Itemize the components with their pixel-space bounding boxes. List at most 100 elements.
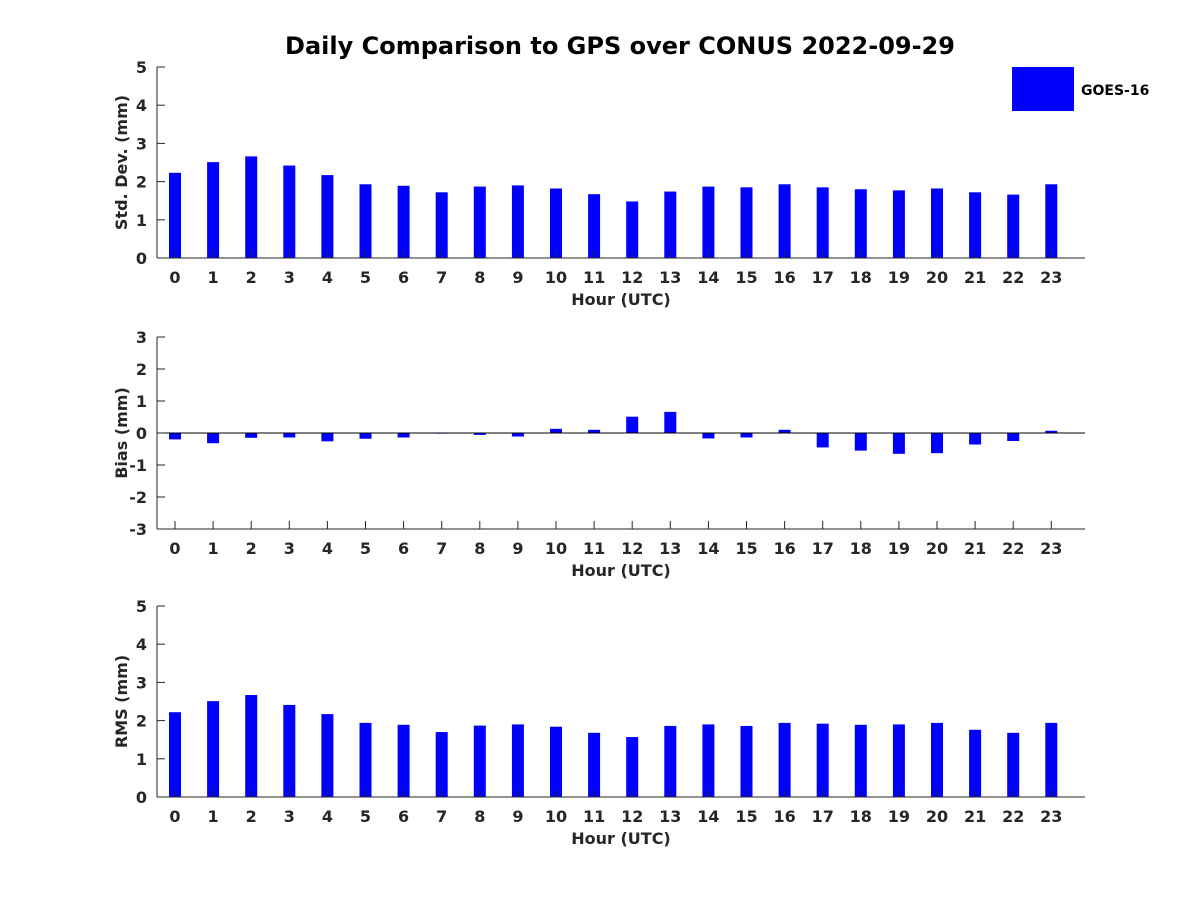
- x-tick-label: 13: [659, 268, 681, 287]
- bar: [626, 416, 639, 433]
- bar: [245, 695, 258, 797]
- y-tick-label: 1: [136, 211, 147, 230]
- bar: [359, 722, 372, 797]
- x-tick-label: 2: [246, 539, 257, 558]
- x-tick-label: 2: [246, 268, 257, 287]
- bar: [207, 433, 220, 444]
- bar: [169, 433, 181, 440]
- x-tick-label: 14: [697, 807, 719, 826]
- x-tick-label: 0: [169, 268, 180, 287]
- bar: [1045, 184, 1058, 258]
- x-tick-label: 13: [659, 539, 681, 558]
- y-tick-label: -1: [129, 456, 147, 475]
- bar: [588, 429, 601, 433]
- bar: [664, 191, 677, 258]
- bar: [511, 185, 524, 258]
- x-tick-label: 4: [322, 268, 333, 287]
- x-tick-label: 10: [545, 807, 567, 826]
- bar: [359, 433, 372, 439]
- x-tick-label: 16: [773, 268, 795, 287]
- bar: [854, 724, 867, 797]
- x-tick-label: 4: [322, 539, 333, 558]
- x-tick-label: 19: [888, 807, 910, 826]
- bar: [588, 194, 601, 258]
- x-tick-label: 10: [545, 539, 567, 558]
- x-tick-label: 12: [621, 807, 643, 826]
- bar: [245, 433, 258, 438]
- x-tick-label: 14: [697, 539, 719, 558]
- figure-title: Daily Comparison to GPS over CONUS 2022-…: [285, 32, 955, 60]
- y-tick-label: 2: [136, 712, 147, 731]
- bar: [1007, 194, 1020, 258]
- bar: [740, 725, 753, 797]
- bar: [969, 192, 982, 258]
- bar: [169, 712, 181, 797]
- x-tick-label: 16: [773, 539, 795, 558]
- bar: [207, 701, 220, 797]
- bar: [321, 175, 334, 258]
- x-tick-label: 3: [284, 539, 295, 558]
- bar: [892, 190, 905, 258]
- bar: [550, 428, 562, 433]
- bar: [473, 433, 486, 435]
- bar: [664, 725, 677, 797]
- x-tick-label: 5: [360, 807, 371, 826]
- bar: [359, 184, 372, 258]
- x-tick-label: 11: [583, 807, 605, 826]
- x-tick-label: 15: [735, 807, 757, 826]
- x-tick-label: 18: [850, 807, 872, 826]
- x-tick-label: 17: [812, 268, 834, 287]
- x-tick-label: 23: [1040, 539, 1062, 558]
- bar: [626, 737, 639, 797]
- bar: [435, 192, 448, 258]
- x-tick-label: 11: [583, 539, 605, 558]
- bar: [892, 433, 905, 454]
- bar: [931, 722, 943, 797]
- bar: [397, 185, 410, 258]
- bar: [321, 714, 334, 797]
- y-tick-label: 3: [136, 328, 147, 347]
- legend-swatch: [1012, 67, 1074, 111]
- x-tick-label: 1: [208, 807, 219, 826]
- bar: [473, 186, 486, 258]
- x-tick-label: 1: [208, 268, 219, 287]
- x-tick-label: 22: [1002, 268, 1024, 287]
- bar: [816, 723, 829, 797]
- bar: [740, 433, 753, 438]
- bar: [816, 187, 829, 258]
- x-tick-label: 6: [398, 268, 409, 287]
- x-tick-label: 9: [512, 807, 523, 826]
- bar: [550, 726, 562, 797]
- x-axis-label: Hour (UTC): [571, 290, 671, 309]
- y-tick-label: 0: [136, 249, 147, 268]
- x-tick-label: 14: [697, 268, 719, 287]
- y-tick-label: 3: [136, 673, 147, 692]
- y-tick-label: 1: [136, 750, 147, 769]
- bar: [778, 184, 791, 258]
- x-tick-label: 23: [1040, 807, 1062, 826]
- y-tick-label: 5: [136, 58, 147, 77]
- x-tick-label: 3: [284, 807, 295, 826]
- y-tick-label: 0: [136, 788, 147, 807]
- bar: [778, 429, 791, 433]
- bar: [169, 172, 181, 258]
- x-tick-label: 9: [512, 268, 523, 287]
- bar: [245, 156, 258, 258]
- bar: [969, 729, 982, 797]
- y-axis-label: RMS (mm): [112, 655, 131, 748]
- bar: [1045, 430, 1058, 433]
- x-tick-label: 10: [545, 268, 567, 287]
- x-tick-label: 7: [436, 539, 447, 558]
- x-tick-label: 17: [812, 807, 834, 826]
- x-tick-label: 4: [322, 807, 333, 826]
- x-axis-label: Hour (UTC): [571, 829, 671, 848]
- bar: [435, 732, 448, 797]
- y-tick-label: 4: [136, 635, 147, 654]
- bar: [283, 165, 296, 258]
- bar: [283, 433, 296, 438]
- x-tick-label: 15: [735, 268, 757, 287]
- x-tick-label: 8: [474, 807, 485, 826]
- bar: [626, 201, 639, 258]
